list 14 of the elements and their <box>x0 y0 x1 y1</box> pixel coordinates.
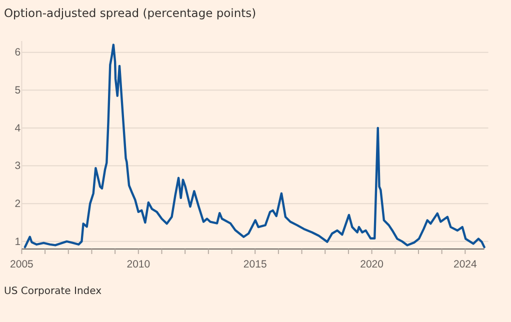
y-tick-label: 1 <box>14 236 21 248</box>
x-tick-label: 2005 <box>10 258 34 270</box>
y-tick-label: 2 <box>14 198 21 210</box>
y-tick-label: 5 <box>14 84 21 97</box>
y-tick-label: 6 <box>14 46 21 59</box>
chart-title: Option-adjusted spread (percentage points) <box>4 6 256 20</box>
x-tick-label: 2020 <box>360 258 384 270</box>
y-tick-label: 3 <box>14 160 21 172</box>
text: US Corporate Index <box>4 286 102 297</box>
x-tick-label: 2024 <box>453 258 477 270</box>
x-tick-label: 2015 <box>243 258 267 270</box>
line-series <box>24 44 486 248</box>
x-tick-label: 2010 <box>126 258 150 270</box>
y-tick-label: 4 <box>14 122 21 134</box>
